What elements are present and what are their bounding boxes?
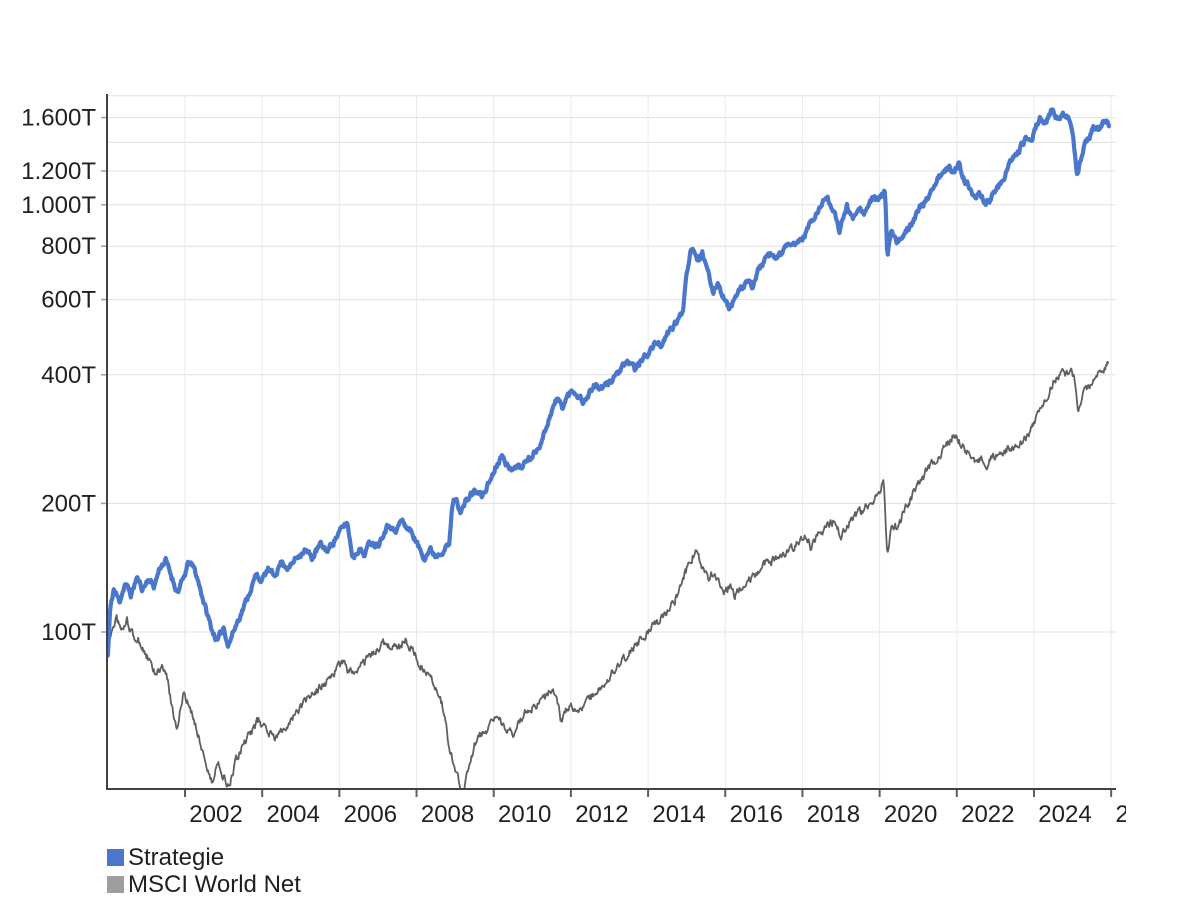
x-axis-label: 2022 [961, 801, 1014, 828]
y-axis-label: 400T [41, 362, 96, 389]
chart-legend: Strategie MSCI World Net [107, 844, 301, 898]
y-axis-label: 800T [41, 233, 96, 260]
x-axis-label: 2006 [344, 801, 397, 828]
x-axis-label: 2024 [1038, 801, 1091, 828]
legend-item-msci-world-net[interactable]: MSCI World Net [107, 871, 301, 898]
x-axis-label: 2010 [498, 801, 551, 828]
x-axis-label: 2020 [884, 801, 937, 828]
legend-item-strategie[interactable]: Strategie [107, 844, 301, 871]
legend-label-msci-world-net: MSCI World Net [128, 871, 301, 898]
y-axis-label: 1.000T [21, 192, 96, 219]
y-axis-label: 1.200T [21, 158, 96, 185]
x-axis-label: 2012 [575, 801, 628, 828]
y-axis-label: 200T [41, 490, 96, 517]
series-line-msci-world-net [106, 360, 1110, 790]
performance-chart: 2002 2004 2006 2008 2010 2012 2014 2016 2018 2020… [21, 94, 1126, 828]
x-axis-label: 2016 [730, 801, 783, 828]
strategie-swatch-icon [107, 849, 124, 866]
x-axis-label: 2026 [1115, 801, 1126, 828]
y-axis-label: 100T [41, 619, 96, 646]
x-axis-label: 2014 [652, 801, 705, 828]
legend-label-strategie: Strategie [128, 844, 225, 871]
series-line-strategie [106, 107, 1112, 658]
x-axis-label: 2004 [266, 801, 319, 828]
x-axis-label: 2002 [189, 801, 242, 828]
y-axis-label: 1.600T [21, 105, 96, 132]
x-axis-label: 2018 [807, 801, 860, 828]
msci-world-net-swatch-icon [107, 876, 124, 893]
y-axis-label: 600T [41, 287, 96, 314]
x-axis-label: 2008 [421, 801, 474, 828]
